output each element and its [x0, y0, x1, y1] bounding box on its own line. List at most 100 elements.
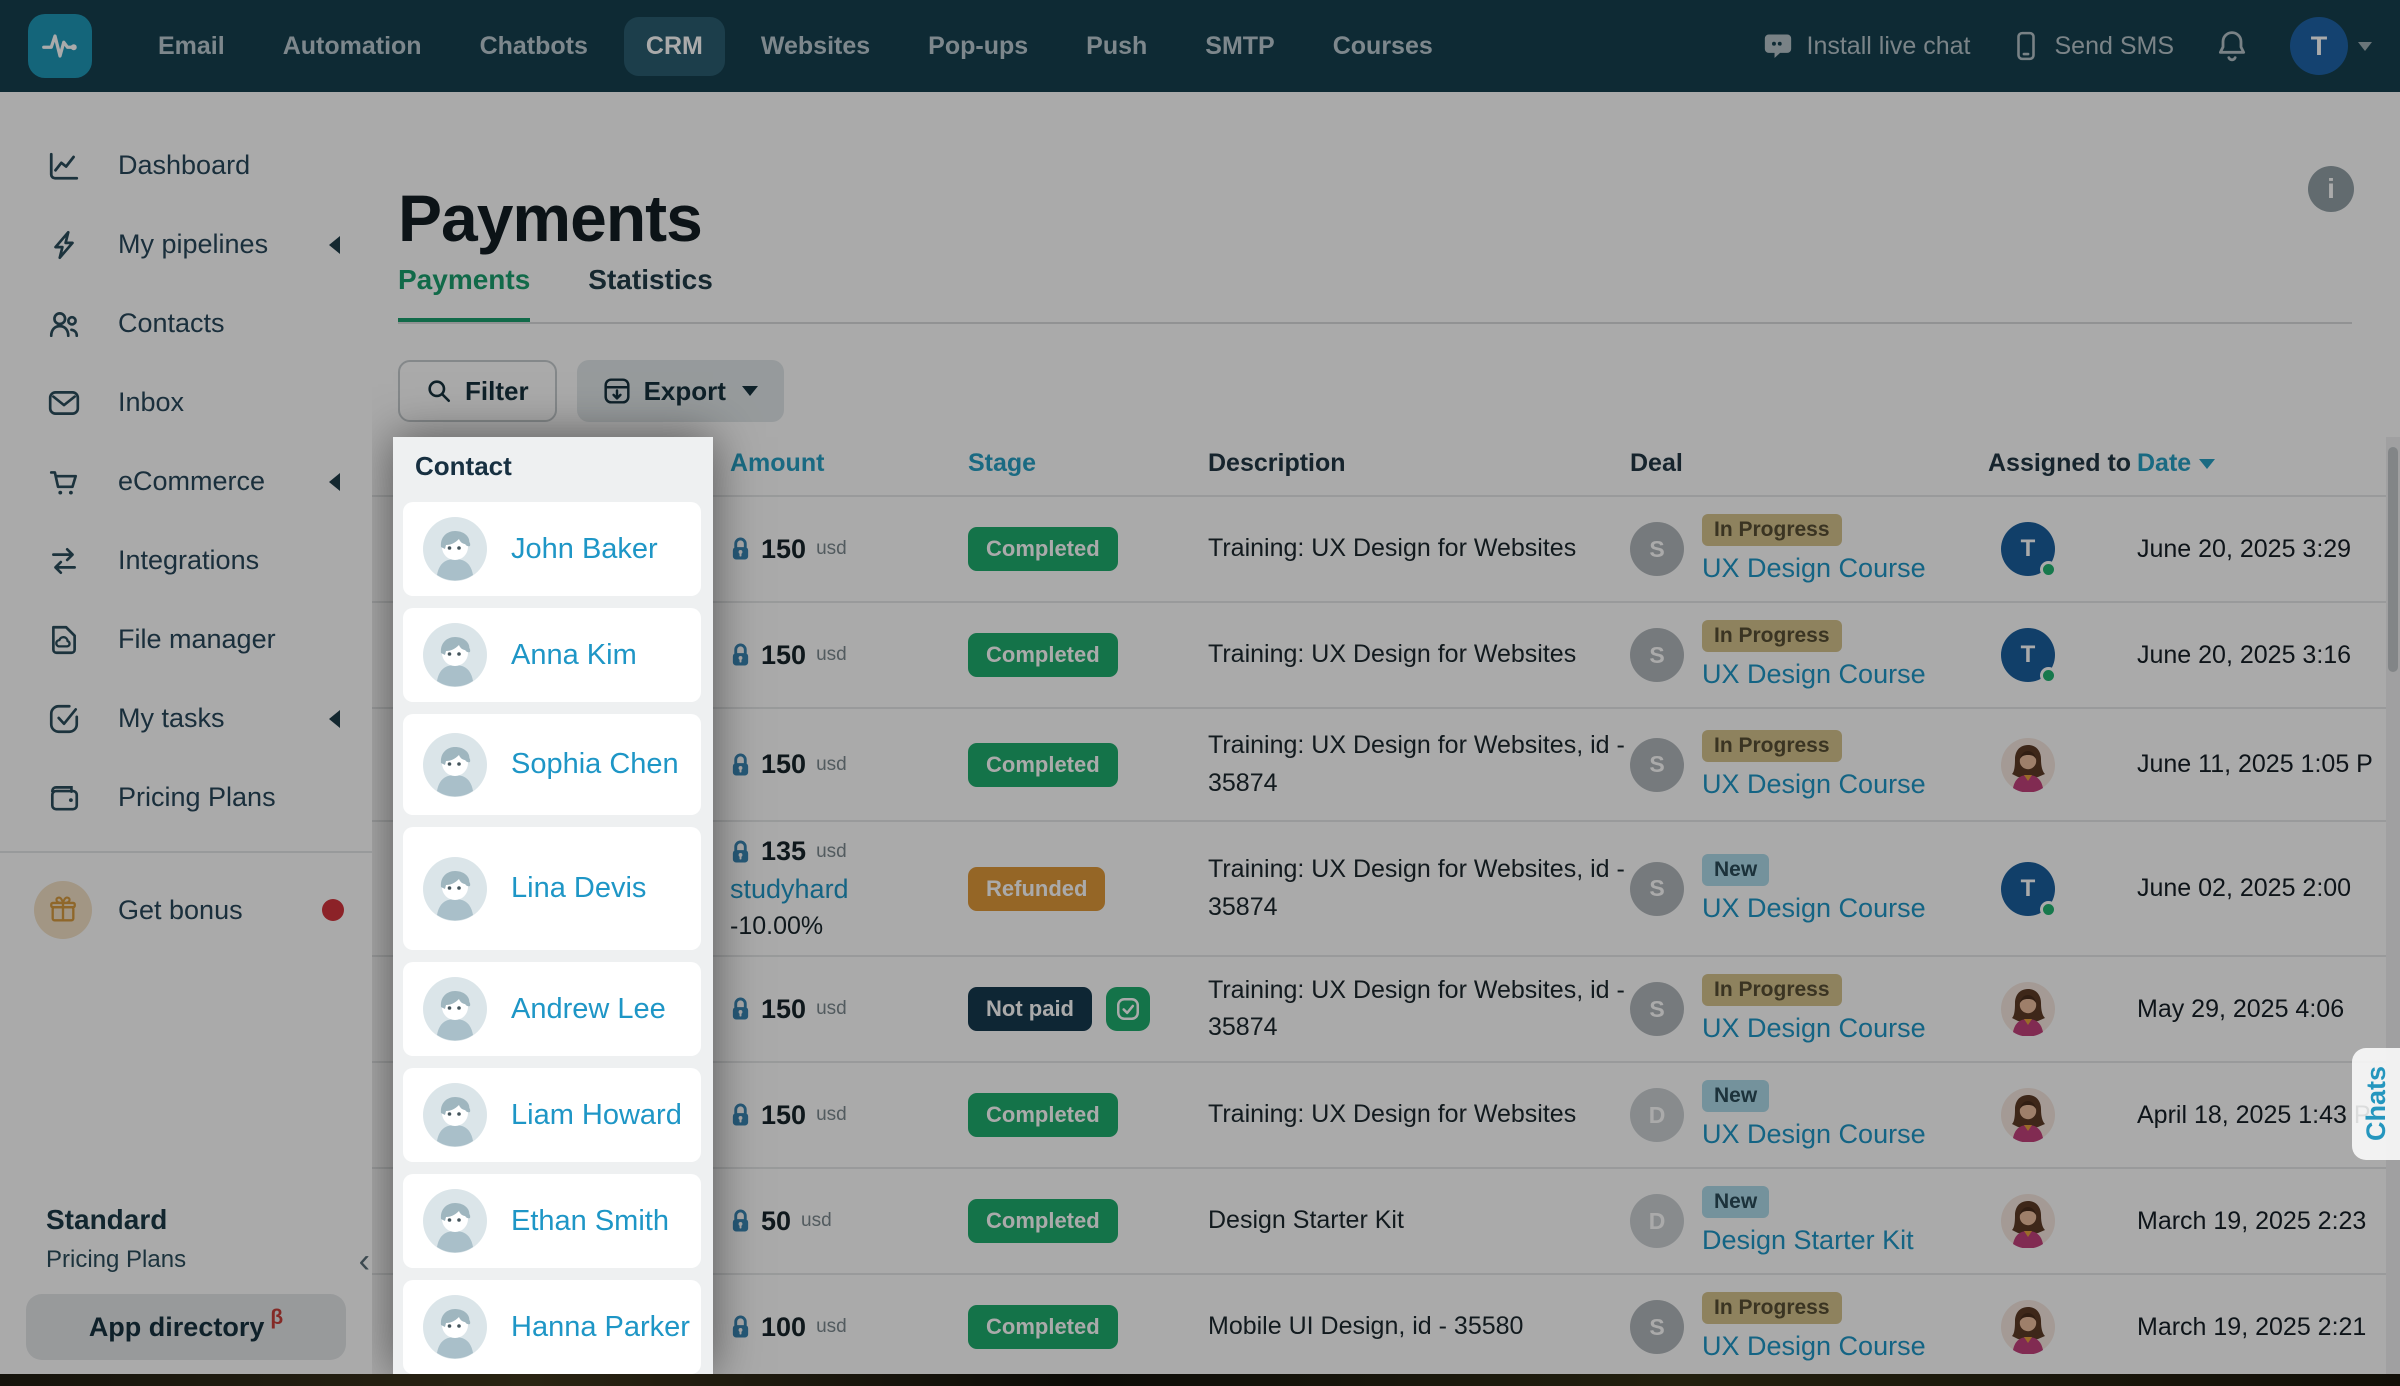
export-button[interactable]: Export [576, 360, 784, 422]
assigned-user-avatar[interactable]: T [2001, 861, 2057, 918]
contact-cell[interactable]: John Baker [403, 502, 701, 596]
sidebar-item-file-manager[interactable]: File manager [0, 600, 372, 679]
contact-name-link[interactable]: Hanna Parker [511, 1310, 690, 1343]
sidebar-item-my-tasks[interactable]: My tasks [0, 679, 372, 758]
contact-cell[interactable]: Liam Howard [403, 1068, 701, 1162]
deal-link[interactable]: UX Design Course [1702, 1331, 1926, 1361]
deal-info: New UX Design Course [1702, 853, 1926, 924]
beta-badge: β [270, 1306, 284, 1329]
sidebar-item-integrations[interactable]: Integrations [0, 521, 372, 600]
contacts-icon [46, 306, 82, 342]
nav-item-courses[interactable]: Courses [1332, 31, 1433, 60]
sidebar-collapse-icon[interactable]: ‹ [358, 1242, 370, 1280]
contact-name-link[interactable]: Ethan Smith [511, 1204, 669, 1237]
contact-cell[interactable]: Lina Devis [403, 827, 701, 950]
assigned-woman-avatar[interactable] [2001, 1300, 2055, 1355]
search-icon [428, 380, 451, 403]
date-cell: April 18, 2025 1:43 P [2137, 1100, 2371, 1129]
nav-item-websites[interactable]: Websites [760, 31, 871, 60]
chevron-left-icon[interactable] [329, 472, 340, 491]
chevron-left-icon[interactable] [329, 709, 340, 728]
nav-item-chatbots[interactable]: Chatbots [479, 31, 588, 60]
assigned-user-avatar[interactable]: T [2001, 522, 2057, 578]
ecommerce-icon [46, 464, 82, 500]
user-avatar[interactable]: T [2290, 17, 2348, 75]
nav-item-pop-ups[interactable]: Pop-ups [928, 31, 1029, 60]
sidebar-item-dashboard[interactable]: Dashboard [0, 126, 372, 205]
chevron-left-icon[interactable] [329, 235, 340, 254]
assigned-woman-avatar[interactable] [2001, 1194, 2055, 1249]
stage-badge: Completed [968, 1093, 1118, 1137]
deal-link[interactable]: UX Design Course [1702, 659, 1926, 689]
nav-item-push[interactable]: Push [1086, 31, 1148, 60]
scrollbar-thumb[interactable] [2388, 447, 2398, 672]
plan-pricing-link[interactable]: Pricing Plans [46, 1246, 187, 1273]
deal-link[interactable]: UX Design Course [1702, 1013, 1926, 1043]
tab-payments[interactable]: Payments [398, 264, 531, 324]
install-live-chat-button[interactable]: Install live chat [1763, 31, 1971, 61]
sidebar-item-contacts[interactable]: Contacts [0, 284, 372, 363]
contact-name-link[interactable]: Anna Kim [511, 638, 637, 671]
sort-desc-icon[interactable] [2199, 459, 2216, 470]
date-cell: June 02, 2025 2:00 [2137, 874, 2352, 902]
deal-link[interactable]: UX Design Course [1702, 553, 1926, 583]
assigned-woman-avatar[interactable] [2001, 737, 2055, 793]
contact-cell[interactable]: Hanna Parker [403, 1280, 701, 1374]
brand-logo[interactable] [28, 14, 92, 78]
mark-paid-button[interactable] [1106, 987, 1150, 1031]
deal-stage-badge: In Progress [1702, 514, 1842, 546]
sidebar-item-label: My tasks [118, 703, 225, 733]
sidebar-item-get-bonus[interactable]: Get bonus [0, 867, 372, 953]
nav-item-smtp[interactable]: SMTP [1205, 31, 1275, 60]
assigned-woman-avatar[interactable] [2001, 982, 2055, 1037]
column-header-date[interactable]: Date [2137, 449, 2216, 478]
nav-item-automation[interactable]: Automation [282, 31, 422, 60]
contact-name-link[interactable]: Sophia Chen [511, 748, 679, 780]
sidebar-item-pricing-plans[interactable]: Pricing Plans [0, 758, 372, 837]
contact-cell[interactable]: Ethan Smith [403, 1174, 701, 1268]
install-live-chat-label: Install live chat [1806, 31, 1971, 60]
assigned-woman-avatar[interactable] [2001, 1088, 2055, 1143]
deal-link[interactable]: UX Design Course [1702, 1119, 1926, 1149]
contact-avatar [423, 1189, 487, 1253]
deal-link[interactable]: UX Design Course [1702, 892, 1926, 923]
description-cell: Training: UX Design for Websites [1208, 1100, 1577, 1129]
lock-icon [732, 997, 749, 1020]
filter-button[interactable]: Filter [398, 360, 557, 422]
deal-link[interactable]: Design Starter Kit [1702, 1225, 1914, 1255]
contact-name-link[interactable]: John Baker [511, 532, 658, 565]
notifications-bell-icon[interactable] [2216, 29, 2248, 63]
nav-item-crm[interactable]: CRM [623, 16, 725, 76]
app-directory-button[interactable]: App directory β [26, 1294, 346, 1360]
assigned-cell [1988, 709, 2068, 820]
sidebar-item-label: Dashboard [118, 150, 251, 180]
date-cell: March 19, 2025 2:23 [2137, 1206, 2367, 1235]
column-header-amount[interactable]: Amount [730, 449, 825, 477]
deal-link[interactable]: UX Design Course [1702, 768, 1926, 799]
contact-name-link[interactable]: Lina Devis [511, 872, 647, 904]
contact-cell[interactable]: Anna Kim [403, 608, 701, 702]
sidebar-item-ecommerce[interactable]: eCommerce [0, 442, 372, 521]
sidebar-item-label: File manager [118, 624, 276, 654]
stage-cell: Completed [968, 1275, 1118, 1374]
tab-statistics[interactable]: Statistics [588, 264, 713, 295]
send-sms-button[interactable]: Send SMS [2012, 31, 2174, 61]
sidebar-item-my-pipelines[interactable]: My pipelines [0, 205, 372, 284]
sidebar-item-label: Integrations [118, 545, 260, 575]
info-icon[interactable]: i [2308, 166, 2354, 212]
lock-icon [732, 1103, 749, 1126]
assigned-user-avatar[interactable]: T [2001, 628, 2057, 684]
promo-code-link[interactable]: studyhard [730, 874, 849, 904]
contact-cell[interactable]: Andrew Lee [403, 962, 701, 1056]
nav-item-email[interactable]: Email [158, 31, 225, 60]
column-header-deal: Deal [1630, 449, 1683, 477]
contact-name-link[interactable]: Liam Howard [511, 1098, 682, 1131]
page-title: Payments [398, 181, 703, 256]
sidebar-item-inbox[interactable]: Inbox [0, 363, 372, 442]
contact-name-link[interactable]: Andrew Lee [511, 992, 666, 1025]
account-menu[interactable]: T [2290, 17, 2372, 75]
column-header-stage[interactable]: Stage [968, 449, 1037, 477]
chats-side-tab[interactable]: Chats [2352, 1048, 2400, 1160]
contact-cell[interactable]: Sophia Chen [403, 714, 701, 815]
